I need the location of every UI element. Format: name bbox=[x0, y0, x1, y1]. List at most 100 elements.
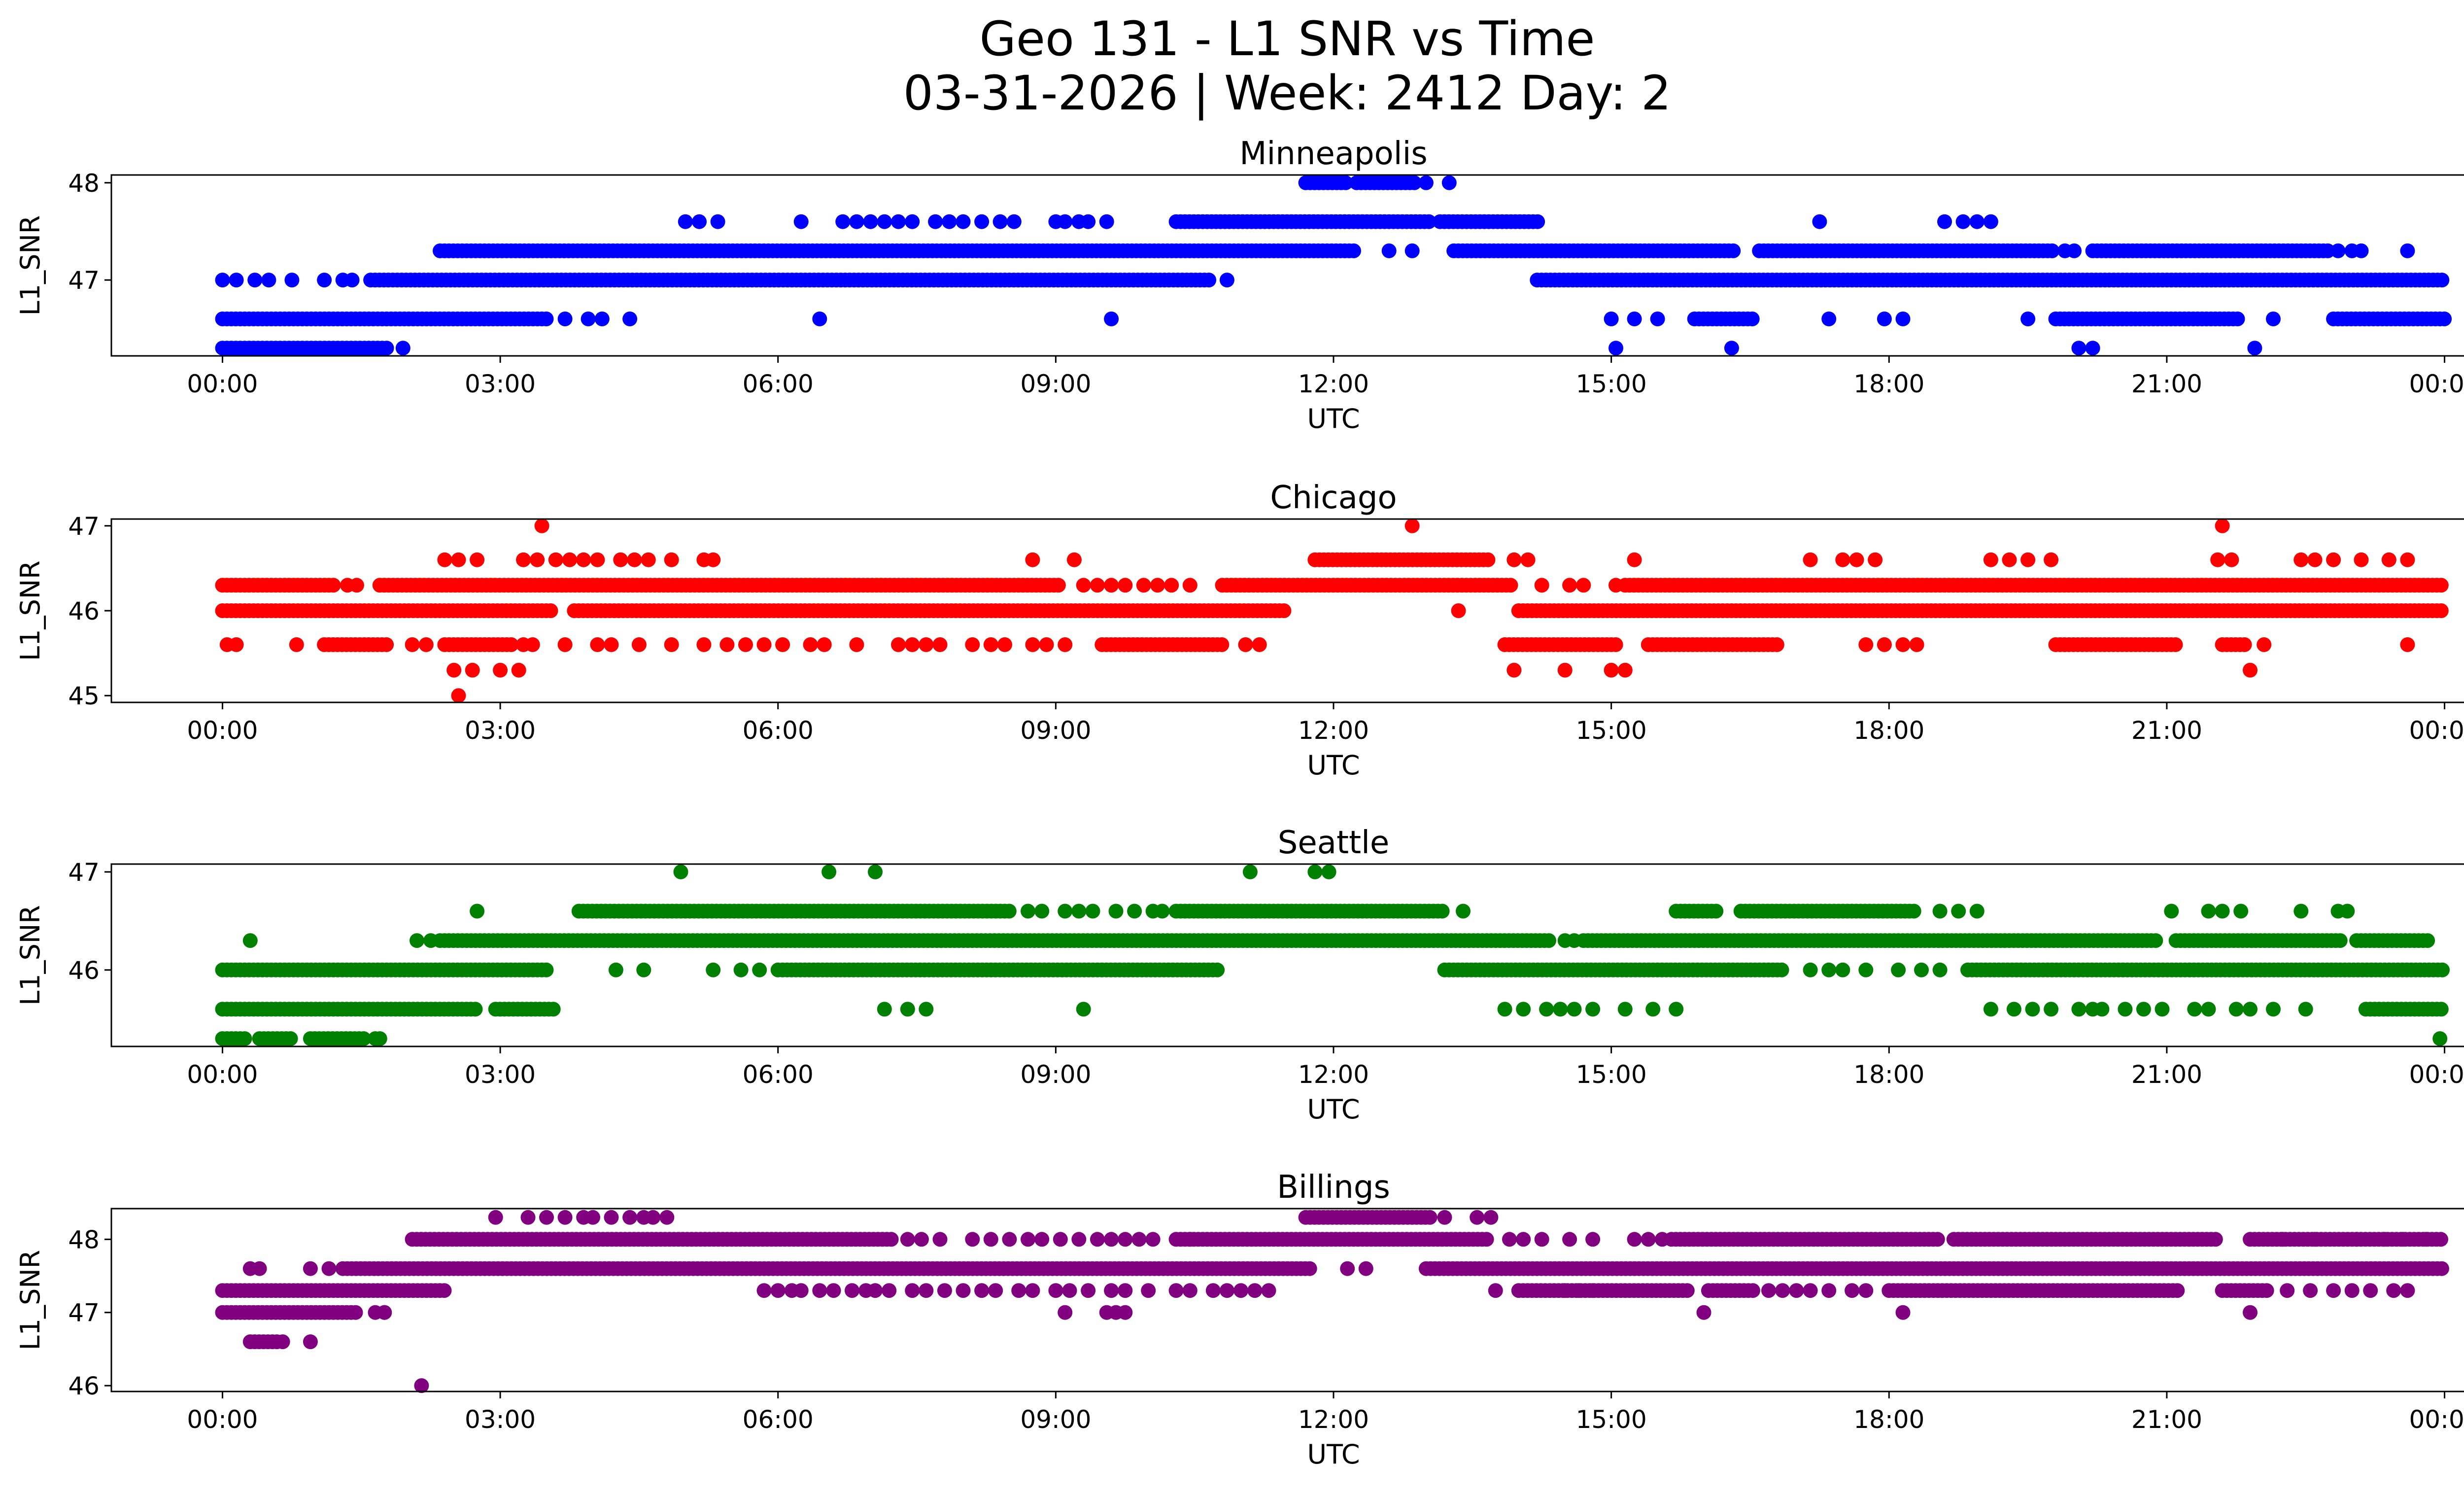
data-point bbox=[557, 637, 573, 652]
data-point bbox=[247, 273, 263, 288]
data-point bbox=[1131, 1232, 1147, 1247]
data-point bbox=[488, 1210, 503, 1225]
data-point bbox=[1418, 175, 1434, 190]
data-point bbox=[1835, 552, 1850, 567]
data-point bbox=[1516, 1002, 1531, 1017]
data-point bbox=[585, 1210, 600, 1225]
data-point bbox=[719, 637, 735, 652]
data-point bbox=[2071, 341, 2087, 356]
data-point bbox=[576, 552, 591, 567]
data-point bbox=[868, 1283, 883, 1298]
data-point bbox=[1451, 603, 1466, 618]
data-point bbox=[2354, 243, 2369, 258]
data-point bbox=[2094, 1002, 2110, 1017]
data-point bbox=[395, 341, 411, 356]
data-point bbox=[1136, 578, 1151, 593]
data-point bbox=[2230, 312, 2245, 326]
data-point bbox=[928, 214, 943, 229]
data-point bbox=[548, 552, 563, 567]
data-point bbox=[932, 637, 948, 652]
data-point bbox=[988, 1283, 1003, 1298]
data-point bbox=[673, 864, 688, 879]
data-point bbox=[1201, 273, 1217, 288]
x-tick-label: 00:00 bbox=[2409, 370, 2464, 398]
data-point bbox=[2340, 904, 2355, 919]
data-point bbox=[215, 273, 230, 288]
data-point bbox=[1205, 1283, 1221, 1298]
data-point bbox=[2228, 1002, 2244, 1017]
data-point bbox=[1276, 603, 1292, 618]
x-tick-label: 03:00 bbox=[465, 1405, 536, 1434]
data-point bbox=[997, 637, 1012, 652]
data-point bbox=[1034, 1232, 1050, 1247]
data-point bbox=[1650, 312, 1665, 326]
data-point bbox=[562, 552, 577, 567]
data-point bbox=[1497, 1002, 1512, 1017]
data-point bbox=[1252, 637, 1267, 652]
data-point bbox=[1127, 904, 1142, 919]
data-point bbox=[919, 1283, 934, 1298]
x-tick-label: 00:00 bbox=[187, 1405, 258, 1434]
data-point bbox=[2400, 552, 2415, 567]
data-point bbox=[775, 637, 790, 652]
data-point bbox=[1407, 175, 1422, 190]
x-tick-label: 15:00 bbox=[1576, 1405, 1647, 1434]
data-point bbox=[900, 1232, 915, 1247]
data-point bbox=[664, 552, 679, 567]
data-point bbox=[1479, 1232, 1494, 1247]
data-point bbox=[1645, 1002, 1661, 1017]
data-point bbox=[884, 1232, 899, 1247]
data-point bbox=[1627, 552, 1642, 567]
data-point bbox=[303, 1261, 318, 1276]
data-point bbox=[1891, 962, 1906, 977]
figure-title-line2: 03-31-2026 | Week: 2412 Day: 2 bbox=[903, 66, 1672, 121]
data-point bbox=[1745, 312, 1760, 326]
data-point bbox=[2155, 1002, 2170, 1017]
data-point bbox=[1803, 552, 1818, 567]
data-point bbox=[919, 637, 934, 652]
data-point bbox=[2434, 273, 2450, 288]
data-point bbox=[710, 214, 725, 229]
data-point bbox=[1539, 1002, 1554, 1017]
data-point bbox=[2293, 552, 2309, 567]
x-tick-label: 03:00 bbox=[465, 716, 536, 745]
data-point bbox=[1104, 1232, 1119, 1247]
data-point bbox=[812, 312, 827, 326]
data-point bbox=[1006, 214, 1022, 229]
x-tick-label: 09:00 bbox=[1020, 370, 1091, 398]
data-point bbox=[1118, 1305, 1133, 1320]
data-point bbox=[1099, 214, 1114, 229]
data-point bbox=[2381, 552, 2396, 567]
data-point bbox=[410, 933, 424, 948]
data-point bbox=[1502, 1232, 1517, 1247]
data-point bbox=[1307, 864, 1323, 879]
data-point bbox=[1604, 662, 1619, 678]
data-point bbox=[1617, 1002, 1633, 1017]
data-point bbox=[2164, 904, 2179, 919]
data-point bbox=[2275, 1232, 2290, 1247]
data-point bbox=[1182, 578, 1198, 593]
data-point bbox=[2386, 1283, 2401, 1298]
data-point bbox=[636, 962, 651, 977]
data-point bbox=[1821, 1283, 1837, 1298]
data-point bbox=[2002, 552, 2017, 567]
data-point bbox=[1219, 273, 1234, 288]
data-point bbox=[2298, 1002, 2313, 1017]
data-point bbox=[1435, 904, 1450, 919]
data-point bbox=[1001, 904, 1017, 919]
data-point bbox=[1085, 904, 1100, 919]
data-point bbox=[2247, 341, 2262, 356]
y-tick-label: 47 bbox=[68, 512, 100, 541]
data-point bbox=[1011, 1283, 1027, 1298]
data-point bbox=[1145, 1232, 1161, 1247]
data-point bbox=[1585, 1232, 1601, 1247]
data-point bbox=[1421, 214, 1437, 229]
data-point bbox=[919, 1002, 934, 1017]
data-point bbox=[379, 637, 394, 652]
data-point bbox=[261, 273, 276, 288]
data-point bbox=[631, 637, 647, 652]
data-point bbox=[2330, 243, 2346, 258]
data-point bbox=[539, 1210, 554, 1225]
